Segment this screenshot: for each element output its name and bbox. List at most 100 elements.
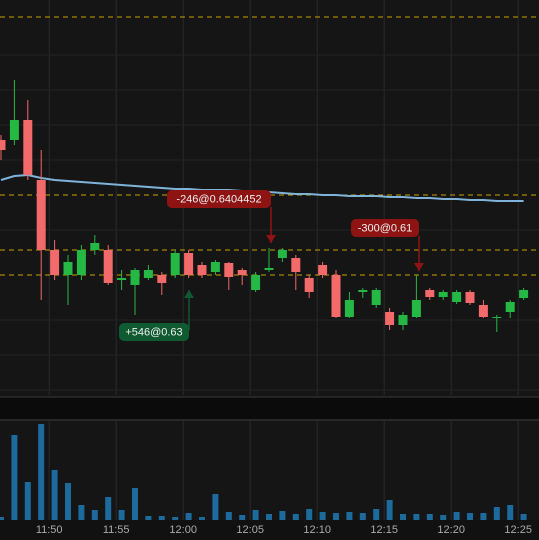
candle-body	[76, 250, 86, 275]
volume-bar	[440, 515, 447, 520]
candle-body	[478, 305, 488, 317]
volume-bar	[346, 512, 353, 520]
x-tick-label: 12:10	[303, 524, 331, 536]
volume-bar	[51, 470, 58, 520]
volume-bar	[266, 514, 272, 520]
volume-bar	[507, 505, 514, 520]
volume-bar	[386, 500, 393, 520]
candle-body	[505, 302, 515, 312]
candle-body	[237, 270, 247, 275]
candle-body	[519, 290, 529, 298]
candle-body	[318, 265, 328, 275]
volume-bar	[24, 482, 31, 520]
volume-bar	[105, 497, 112, 520]
annotation-arrowhead	[184, 290, 194, 298]
x-tick-label: 12:05	[236, 524, 264, 536]
candle-body	[36, 180, 46, 250]
candle-body	[143, 270, 153, 278]
candle-body	[425, 290, 435, 297]
candle-body	[224, 263, 234, 277]
x-tick-label: 12:20	[437, 524, 465, 536]
candle-body	[90, 243, 100, 250]
x-tick-label: 12:00	[169, 524, 197, 536]
candle-body	[251, 275, 261, 290]
volume-bar	[252, 510, 259, 520]
volume-bar	[118, 510, 125, 520]
candle-body	[210, 262, 220, 272]
annotation-arrowhead	[266, 235, 276, 243]
candle-body	[331, 275, 341, 317]
annotation-box	[119, 323, 189, 341]
x-tick-label: 11:55	[103, 524, 130, 536]
volume-bar	[400, 514, 406, 520]
x-tick-label: 12:15	[370, 524, 398, 536]
annotation-box	[167, 190, 271, 208]
candle-body	[0, 140, 6, 150]
volume-bar	[279, 511, 286, 520]
volume-bar	[373, 509, 380, 520]
candle-body	[184, 253, 194, 275]
candle-body	[411, 300, 421, 317]
volume-bar	[480, 513, 487, 520]
candle-body	[103, 250, 113, 283]
volume-bar	[306, 509, 313, 520]
panel-divider	[0, 397, 539, 419]
candle-body	[130, 270, 140, 285]
volume-bar	[413, 514, 420, 520]
volume-bar	[65, 483, 71, 520]
volume-bar	[333, 513, 339, 520]
candle-body	[197, 265, 207, 275]
candle-body	[385, 312, 395, 325]
volume-bar	[91, 510, 98, 520]
candle-body	[117, 278, 127, 280]
volume-bar	[172, 517, 179, 520]
candle-body	[371, 290, 381, 305]
candle-body	[465, 292, 475, 303]
candle-body	[492, 317, 502, 318]
candle-body	[277, 250, 287, 258]
candle-body	[291, 258, 301, 272]
volume-bar	[292, 514, 299, 520]
candle-body	[9, 120, 19, 140]
volume-bar	[212, 494, 219, 520]
candle-body	[157, 275, 167, 283]
candle-body	[50, 250, 60, 275]
volume-bar	[426, 514, 433, 520]
volume-bar	[453, 512, 460, 520]
volume-bar	[158, 516, 165, 520]
candle-body	[170, 253, 180, 275]
candle-body	[398, 315, 408, 325]
x-axis	[0, 520, 539, 540]
annotation-label: -300@0.61	[358, 222, 413, 234]
volume-bar	[78, 505, 85, 520]
candle-body	[304, 278, 314, 292]
x-tick-label: 12:25	[504, 524, 532, 536]
volume-bar	[493, 507, 500, 520]
volume-bar	[38, 424, 45, 520]
annotation-label: -246@0.6404452	[176, 193, 261, 205]
annotation-label: +546@0.63	[125, 326, 182, 338]
volume-bar	[319, 512, 326, 520]
candle-body	[452, 292, 462, 302]
x-tick-label: 11:50	[36, 524, 63, 536]
volume-bar	[185, 513, 192, 520]
annotation-arrowhead	[414, 263, 424, 271]
volume-bar	[132, 488, 138, 520]
volume-bar	[225, 512, 232, 520]
annotation-box	[351, 219, 419, 237]
candle-body	[264, 268, 274, 270]
candle-body	[438, 292, 448, 297]
volume-bar	[467, 513, 473, 520]
volume-bar	[0, 517, 4, 520]
volume-bar	[359, 513, 366, 520]
volume-bar	[11, 435, 18, 520]
volume-bar	[239, 515, 246, 520]
candle-body	[358, 290, 368, 292]
candle-body	[344, 300, 354, 317]
candle-body	[63, 262, 73, 275]
volume-bar	[145, 516, 152, 520]
candle-body	[23, 120, 33, 175]
volume-bar	[199, 517, 205, 520]
volume-bar	[520, 514, 527, 520]
